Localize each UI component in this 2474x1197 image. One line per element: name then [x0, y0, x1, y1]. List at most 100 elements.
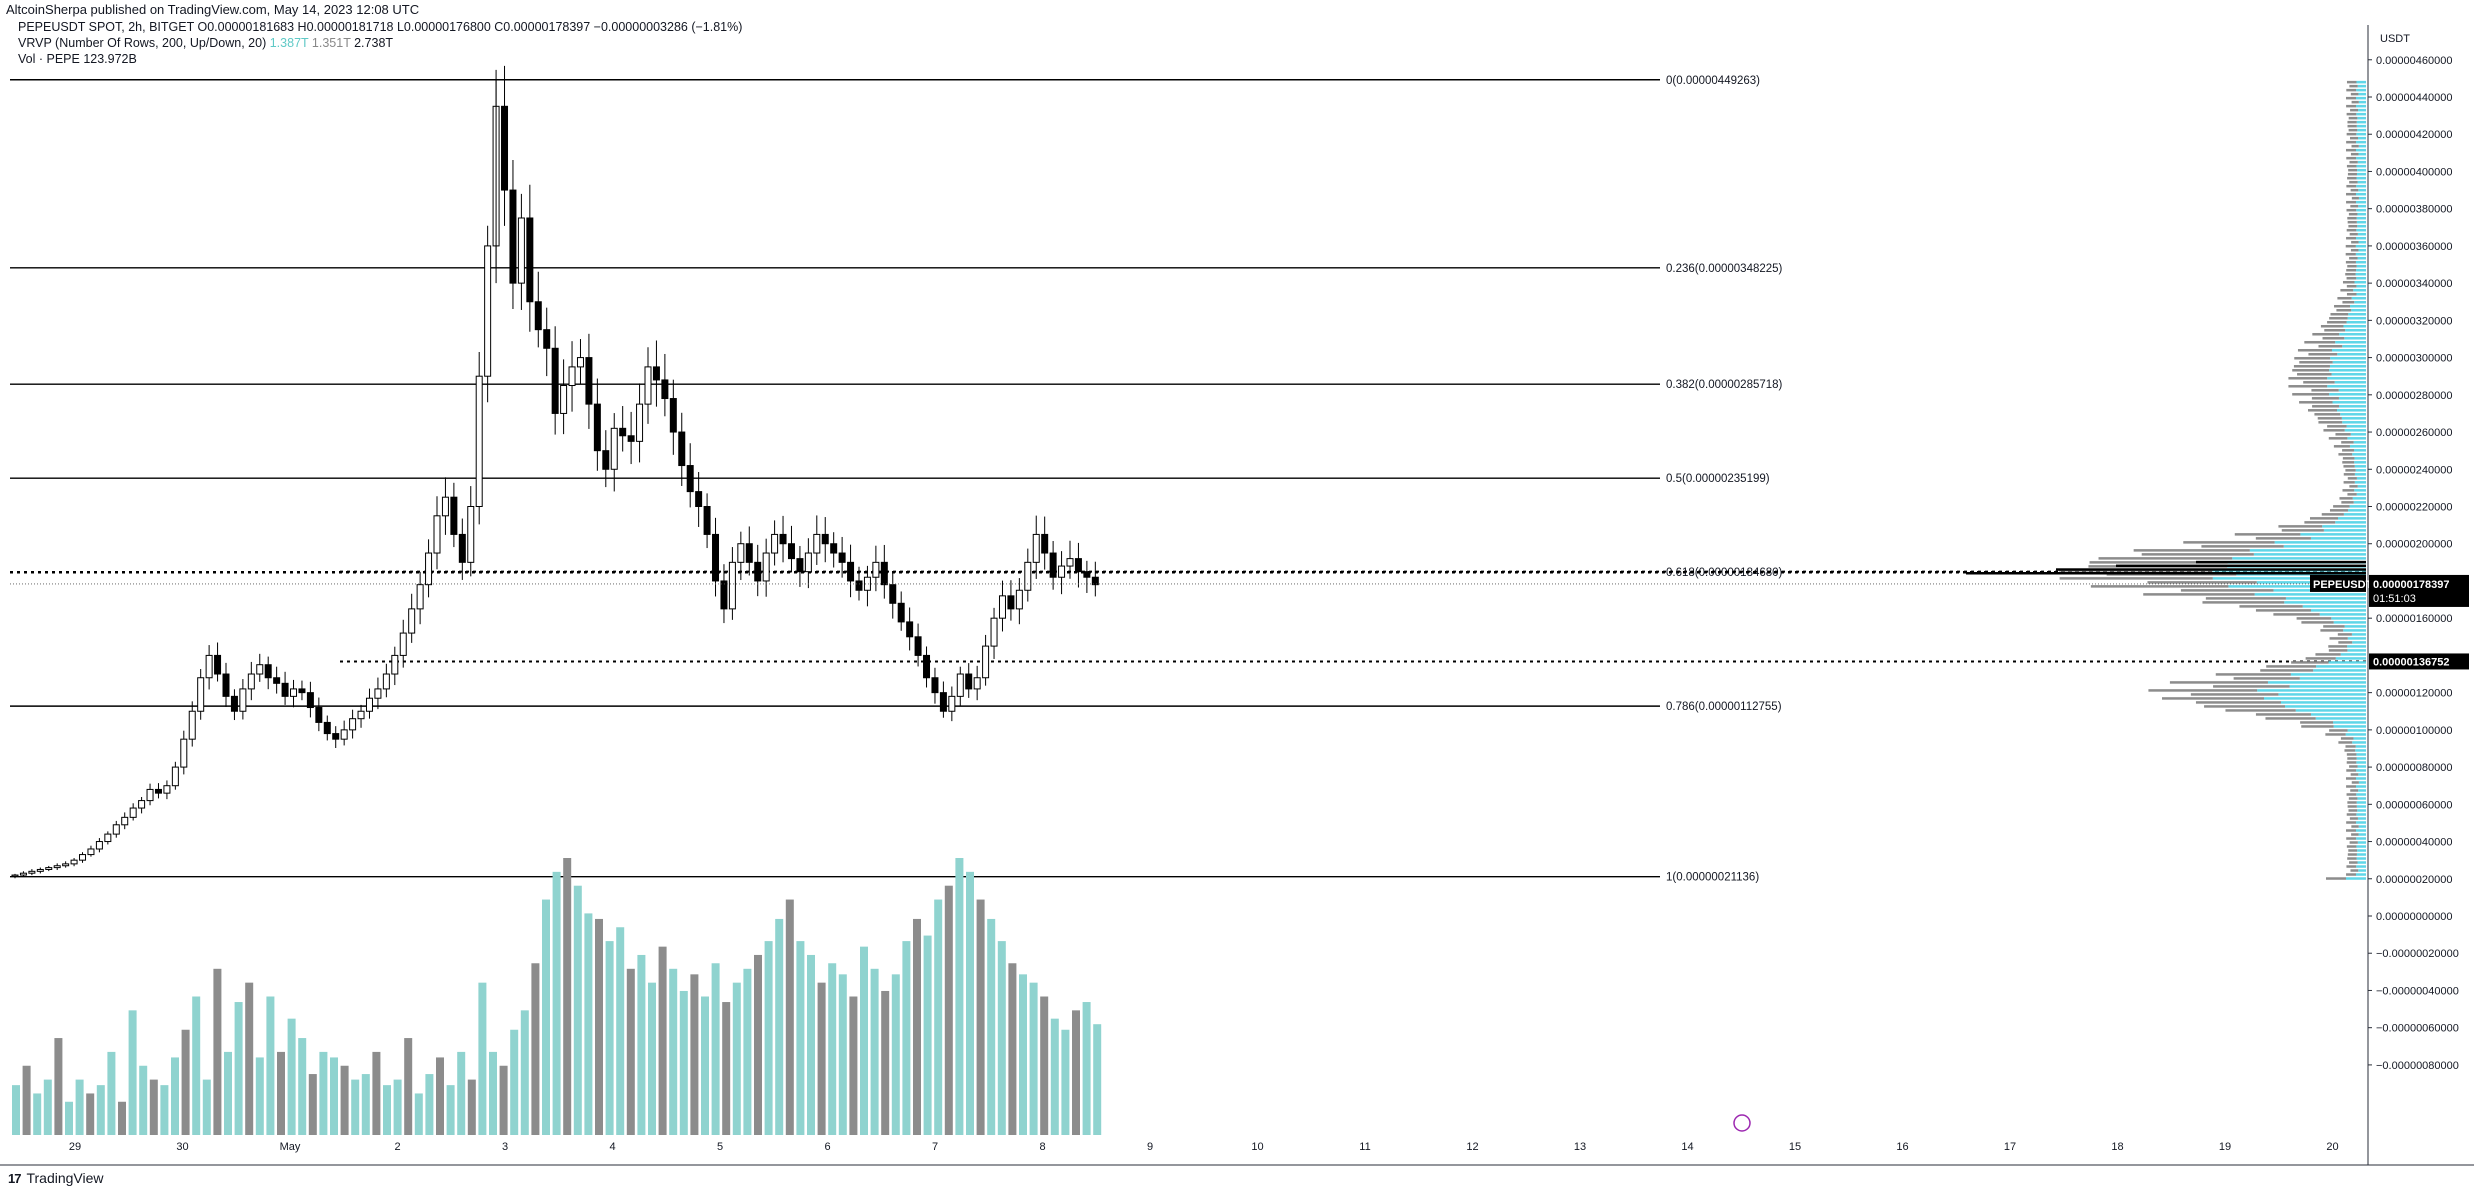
volume-profile-bar-up [2302, 605, 2366, 608]
volume-bar [287, 1018, 296, 1135]
volume-profile-bar-up [2356, 132, 2366, 136]
tradingview-footer[interactable]: 17 TradingView [8, 1170, 104, 1186]
legend-vrvp[interactable]: VRVP (Number Of Rows, 200, Up/Down, 20) … [18, 36, 393, 50]
volume-profile-bar-down [2329, 729, 2348, 732]
price-axis-label: −0.00000060000 [2376, 1023, 2459, 1035]
volume-profile-bar-down [2348, 849, 2358, 852]
volume-profile-bar-down [2347, 220, 2357, 224]
volume-bar [891, 974, 900, 1135]
volume-bar [605, 941, 614, 1135]
volume-profile-bar-down [2309, 517, 2338, 520]
volume-profile-bar-down [2201, 545, 2284, 548]
volume-profile-bar-down [2329, 637, 2348, 640]
legend-volume[interactable]: Vol · PEPE 123.972B [18, 52, 137, 66]
volume-profile-bar-up [2358, 204, 2366, 208]
volume-bar [340, 1065, 349, 1135]
volume-profile-bar-up [2285, 597, 2366, 600]
volume-profile-bar-up [2354, 481, 2366, 484]
volume-bar [775, 918, 784, 1135]
volume-profile-bar-up [2354, 473, 2366, 476]
volume-profile-bar-down [2349, 136, 2358, 140]
volume-profile-bar-down [2346, 236, 2357, 240]
volume-profile-bar-down [2327, 321, 2347, 324]
volume-profile-bar-up [2358, 773, 2366, 776]
volume-profile-bar-up [2356, 757, 2366, 760]
volume-profile-bar-down [2347, 805, 2357, 808]
candle-down [821, 533, 829, 545]
volume-profile-bar-down [2233, 677, 2300, 680]
volume-profile-bar-up [2356, 284, 2366, 288]
volume-profile-bar-up [2346, 877, 2366, 880]
candle-up [53, 865, 61, 869]
volume-profile-bar-down [2347, 757, 2357, 760]
volume-profile-bar-up [2333, 621, 2366, 624]
volume-bar [754, 954, 762, 1135]
volume-bar [213, 968, 222, 1135]
volume-bar [1040, 996, 1049, 1135]
volume-profile-bar-down [2089, 561, 2228, 564]
volume-bar [658, 946, 667, 1135]
candle-down [154, 788, 162, 794]
candle-down [745, 543, 753, 563]
volume-bar [107, 1051, 116, 1135]
volume-profile-bar-down [2349, 84, 2358, 88]
last-price-value: 0.00000178397 [2373, 579, 2449, 591]
volume-profile-bar-down [2294, 357, 2331, 360]
volume-profile-bar-down [2311, 397, 2339, 400]
volume-bar [202, 1079, 211, 1135]
price-axis-label: 0.00000100000 [2376, 725, 2452, 737]
volume-profile-bar-down [2346, 785, 2357, 788]
volume-profile-bar-down [2346, 268, 2357, 272]
price-axis-label: 0.00000160000 [2376, 613, 2452, 625]
volume-profile-bar-down [2338, 453, 2353, 456]
volume-profile-bar-down [2345, 272, 2356, 276]
volume-profile-bar-down [2349, 841, 2358, 844]
volume-profile-bar-down [2297, 373, 2332, 376]
volume-profile-bar-down [2305, 657, 2336, 660]
volume-bar [86, 1093, 95, 1135]
volume-profile-bar-up [2342, 345, 2366, 348]
volume-profile-bar-down [2161, 697, 2264, 700]
volume-profile-bar-up [2340, 653, 2366, 656]
volume-bar [171, 1057, 179, 1135]
candle-up [408, 608, 416, 634]
volume-profile-bar-up [2339, 333, 2366, 336]
candle-up [517, 217, 525, 284]
tradingview-brand: TradingView [26, 1170, 104, 1186]
legend-vrvp-label: VRVP (Number Of Rows, 200, Up/Down, 20) [18, 36, 267, 50]
fib-level-label: 0(0.00000449263) [1666, 75, 1760, 87]
volume-bar [54, 1038, 63, 1135]
candle-down [543, 329, 551, 349]
candle-down [855, 580, 863, 591]
volume-profile-bar-down [2317, 417, 2342, 420]
legend-symbol[interactable]: PEPEUSDT SPOT, 2h, BITGET O0.00000181683… [18, 20, 742, 34]
candle-up [95, 841, 103, 850]
volume-profile-bar-down [2351, 240, 2359, 244]
candle-down [1049, 552, 1057, 578]
candle-up [391, 654, 399, 675]
candle-up [365, 697, 373, 712]
volume-bar [1008, 963, 1017, 1135]
time-axis-label: 5 [717, 1141, 723, 1153]
volume-profile-bar-down [2255, 609, 2311, 612]
candle-up [87, 848, 95, 856]
volume-profile-bar-down [2234, 533, 2301, 536]
volume-profile-bar-down [2344, 749, 2356, 752]
volume-profile-bar-down [2342, 461, 2355, 464]
volume-bar [22, 1065, 31, 1135]
volume-profile-bar-down [2265, 717, 2316, 720]
candle-down [678, 431, 686, 467]
time-axis-label: 14 [1681, 1141, 1693, 1153]
volume-profile-bar-up [2284, 601, 2366, 604]
volume-profile-poc [2056, 568, 2366, 571]
volume-profile-bar-up [2356, 493, 2366, 496]
volume-profile-bar-up [2356, 208, 2366, 212]
price-axis-label: 0.00000460000 [2376, 55, 2452, 67]
volume-bar [616, 927, 625, 1135]
volume-bar [33, 1093, 42, 1135]
price-axis-label: 0.00000260000 [2376, 427, 2452, 439]
volume-profile-bar-down [2350, 152, 2359, 156]
volume-profile-bar-up [2357, 817, 2366, 820]
volume-profile-bar-up [2356, 801, 2366, 804]
